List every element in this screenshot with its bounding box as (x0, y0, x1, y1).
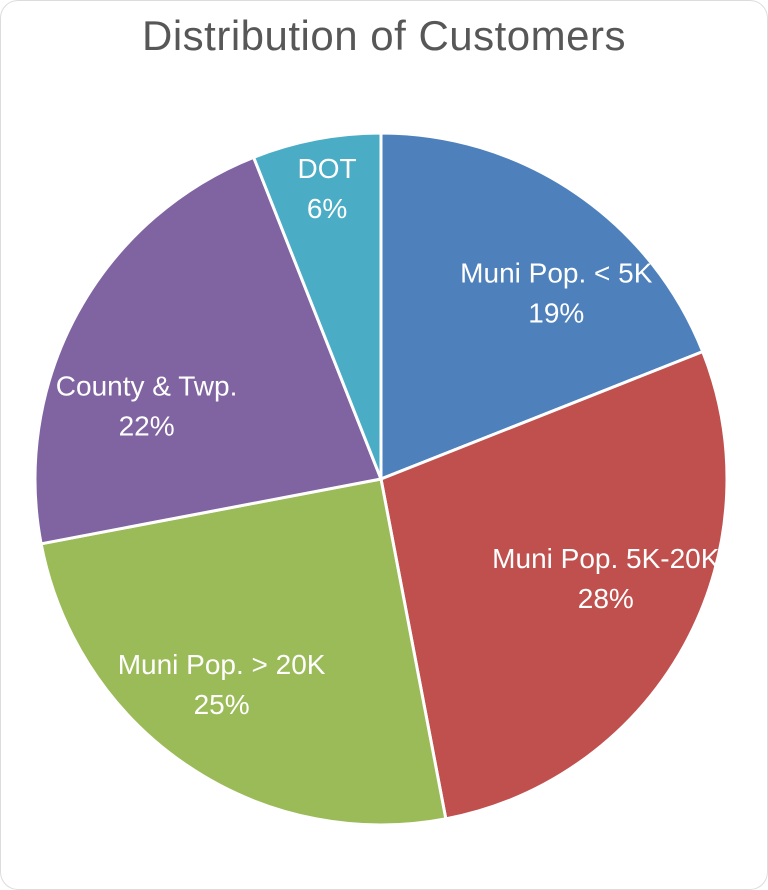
slice-percent-label: 22% (119, 411, 175, 442)
slice-category-label: Muni Pop. > 20K (118, 649, 326, 680)
slice-category-label: County & Twp. (56, 371, 238, 402)
pie-slice-label: DOT 6% (298, 153, 357, 224)
slice-percent-label: 25% (194, 689, 250, 720)
slice-percent-label: 19% (528, 297, 584, 328)
slice-category-label: DOT (298, 153, 357, 184)
slice-category-label: Muni Pop. < 5K (460, 257, 653, 288)
chart-title: Distribution of Customers (142, 12, 626, 59)
pie-slice (33, 155, 383, 546)
pie-slice (39, 477, 448, 827)
pie-slice-label: Muni Pop. > 20K 25% (118, 649, 326, 720)
pie-slice (252, 131, 383, 481)
slice-percent-label: 28% (578, 583, 634, 614)
pie-slice-label: Muni Pop. 5K-20K 28% (492, 543, 720, 614)
pie-slice (379, 131, 705, 481)
slice-percent-label: 6% (307, 193, 347, 224)
slice-category-label: Muni Pop. 5K-20K (492, 543, 720, 574)
pie-slice (379, 350, 729, 821)
pie-slice-label: Muni Pop. < 5K 19% (460, 257, 653, 328)
pie-slice-label: County & Twp. 22% (56, 371, 238, 442)
